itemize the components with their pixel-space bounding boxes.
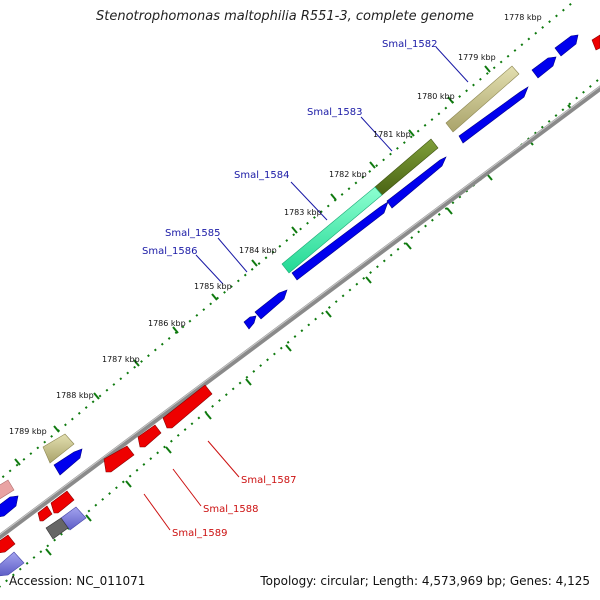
reverse-strand-genes [0,34,600,554]
tick-label: 1781 kbp [373,130,411,139]
topology-text: Topology: circular; Length: 4,573,969 bp… [260,574,590,588]
gene-label: Smal_1586 [142,246,197,257]
tick-label: 1786 kbp [148,319,186,328]
gene-block [591,34,600,51]
tick-label: 1785 kbp [194,282,232,291]
tick-label: 1789 kbp [9,427,47,436]
tick-label: 1783 kbp [284,208,322,217]
gene-block-khaki [445,65,520,133]
accession-value: NC_011071 [76,574,146,588]
gene-block [50,490,75,514]
gene-label: Smal_1589 [172,528,227,539]
gene-label: Smal_1584 [234,170,289,181]
gene-block [554,34,579,57]
tick-label: 1788 kbp [56,391,94,400]
gene-block [254,289,288,320]
forward-strand-genes [0,34,579,517]
label-leaders [143,46,469,531]
gene-block [243,315,257,330]
gene-block [0,495,19,517]
inner-major-ticks [45,104,574,556]
gene-label: Smal_1583 [307,107,362,118]
accession-text: Accession: NC_011071 [9,574,145,588]
tick-label: 1780 kbp [417,92,455,101]
tick-label: 1782 kbp [329,170,367,179]
outer-tick-ring [0,0,578,481]
gene-block-slate [60,506,87,531]
gene-block-grey [45,517,69,540]
gene-block [458,86,529,144]
accession-label: Accession: [9,574,73,588]
gene-block [162,384,213,429]
gene-labels: Smal_1582 Smal_1583 Smal_1584 Smal_1585 … [142,39,437,539]
gene-block-pink [0,479,15,500]
gene-block [531,56,557,79]
gene-block [53,448,83,476]
gene-block [291,201,389,281]
gene-block-aquamarine [281,186,383,274]
gene-label: Smal_1585 [165,228,220,239]
gene-block [103,445,135,473]
genome-backbone [0,85,600,540]
gene-block [37,505,53,522]
gene-block-khaki-small [42,433,75,464]
tick-label: 1779 kbp [458,53,496,62]
gene-label: Smal_1588 [203,504,258,515]
gene-block-slate-low [0,551,25,577]
outer-major-ticks [14,65,491,466]
gene-label: Smal_1587 [241,475,296,486]
tick-label: 1787 kbp [102,355,140,364]
gene-block [386,156,447,209]
gene-label: Smal_1582 [382,39,437,50]
gene-block [0,534,16,554]
gene-block [137,424,162,448]
tick-labels: 1778 kbp 1779 kbp 1780 kbp 1781 kbp 1782… [9,13,542,436]
tick-label: 1784 kbp [239,246,277,255]
tick-label: 1778 kbp [504,13,542,22]
map-title: Stenotrophomonas maltophilia R551-3, com… [96,9,474,24]
